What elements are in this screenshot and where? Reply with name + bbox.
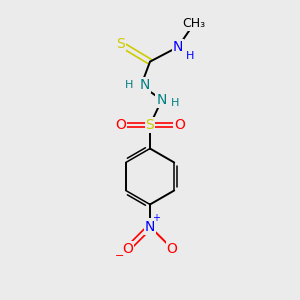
Text: N: N [173, 40, 183, 54]
Text: S: S [146, 118, 154, 132]
Text: CH₃: CH₃ [183, 17, 206, 30]
Text: O: O [174, 118, 185, 132]
Text: N: N [145, 220, 155, 234]
Text: O: O [115, 118, 126, 132]
Text: N: N [157, 93, 167, 107]
Text: N: N [140, 78, 150, 92]
Text: S: S [116, 37, 125, 51]
Text: H: H [124, 80, 133, 90]
Text: +: + [152, 213, 160, 223]
Text: −: − [115, 251, 124, 261]
Text: H: H [171, 98, 179, 108]
Text: H: H [186, 51, 194, 61]
Text: O: O [167, 242, 178, 256]
Text: O: O [122, 242, 134, 256]
